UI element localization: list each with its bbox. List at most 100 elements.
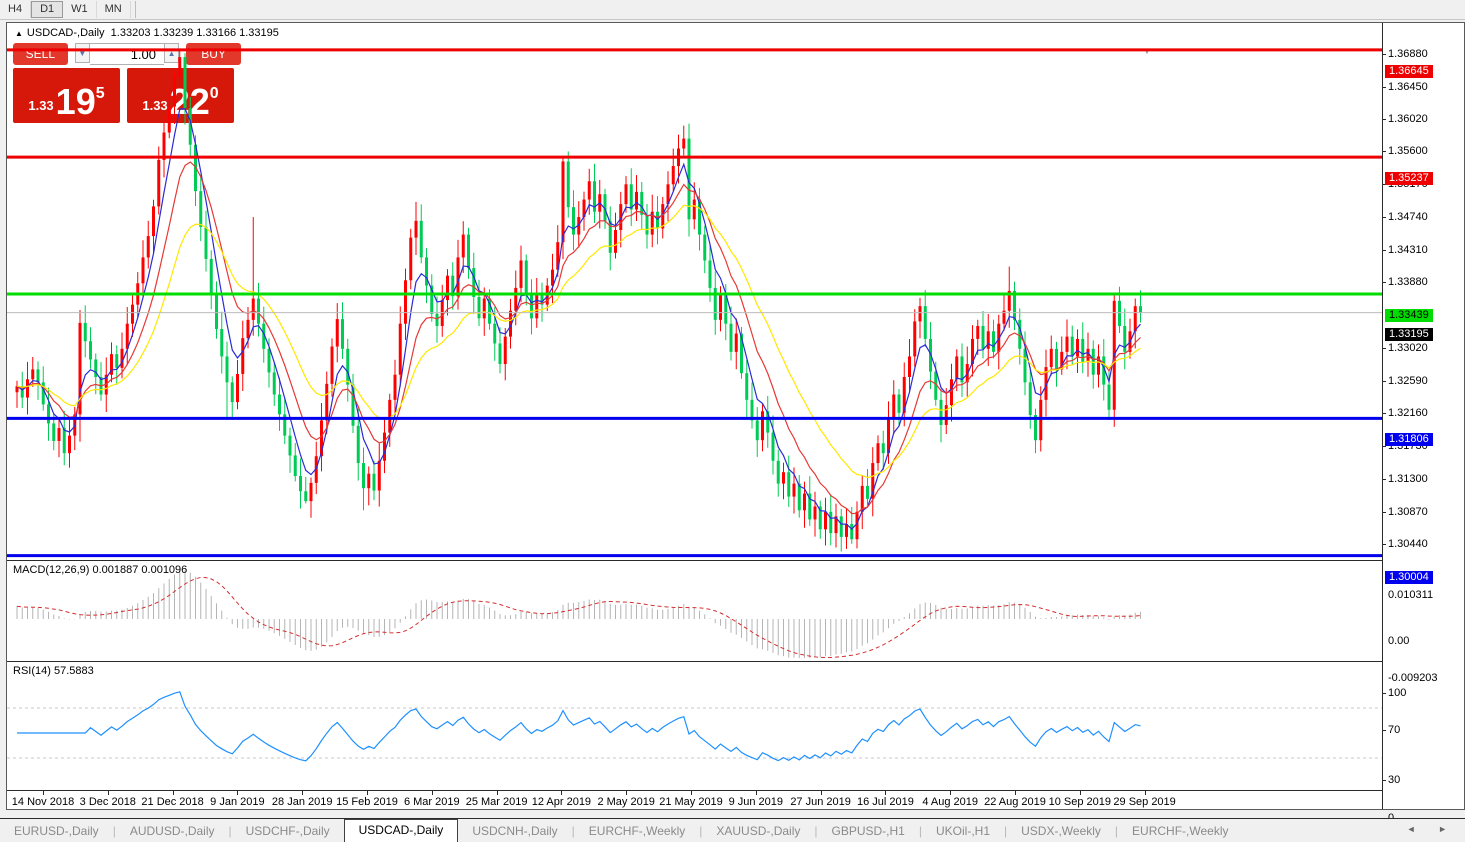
symbol-tab-bar: EURUSD-,Daily | AUDUSD-,Daily | USDCHF-,Dail… bbox=[0, 818, 1465, 842]
rsi-tick-mark bbox=[1382, 692, 1386, 694]
down-candle bbox=[304, 491, 308, 502]
volume-decrease-button[interactable]: ▼ bbox=[74, 43, 90, 63]
up-candle bbox=[845, 523, 848, 537]
up-candle bbox=[913, 321, 917, 357]
down-candle bbox=[204, 226, 208, 259]
down-candle bbox=[472, 268, 476, 298]
down-candle bbox=[1107, 384, 1111, 410]
buy-price-small: 1.33 bbox=[142, 98, 168, 113]
down-candle bbox=[372, 473, 376, 491]
tab-usdx-weekly[interactable]: USDX-,Weekly bbox=[1021, 824, 1101, 838]
up-candle bbox=[813, 506, 817, 520]
down-candle bbox=[897, 394, 901, 413]
down-candle bbox=[419, 220, 423, 258]
up-candle bbox=[1133, 306, 1137, 332]
down-candle bbox=[540, 295, 544, 305]
up-candle bbox=[887, 418, 890, 454]
date-tick-mark bbox=[626, 791, 628, 795]
timeframe-button-mn[interactable]: MN bbox=[97, 1, 131, 18]
rsi-axis-label: 70 bbox=[1388, 724, 1401, 736]
up-candle bbox=[950, 379, 953, 406]
down-candle bbox=[425, 257, 428, 286]
ma-mid-line bbox=[16, 161, 1141, 515]
tab-audusd-daily[interactable]: AUDUSD-,Daily bbox=[129, 824, 215, 838]
date-tick-mark bbox=[43, 791, 44, 795]
down-candle bbox=[89, 341, 92, 360]
tab-ukoil-h1[interactable]: UKOil-,H1 bbox=[935, 824, 990, 838]
price-tick-label: 1.35600 bbox=[1388, 145, 1428, 158]
down-candle bbox=[530, 293, 533, 319]
down-candle bbox=[47, 404, 50, 424]
rsi-canvas[interactable] bbox=[7, 662, 1382, 790]
price-tick-mark bbox=[1382, 53, 1386, 55]
down-candle bbox=[1091, 348, 1095, 375]
up-candle bbox=[719, 295, 722, 320]
date-tick-mark bbox=[820, 791, 822, 795]
price-level-badge: 1.36645 bbox=[1385, 64, 1433, 78]
down-candle bbox=[740, 333, 743, 374]
tab-xauusd-daily[interactable]: XAUUSD-,Daily bbox=[716, 824, 801, 838]
timeframe-button-h4[interactable]: H4 bbox=[0, 1, 32, 18]
down-candle bbox=[755, 420, 759, 441]
down-candle bbox=[1139, 306, 1142, 313]
price-tick-label: 1.34740 bbox=[1388, 210, 1428, 223]
current-price-badge: 1.33195 bbox=[1385, 327, 1433, 341]
up-candle bbox=[414, 220, 418, 238]
down-candle bbox=[1023, 348, 1027, 383]
up-candle bbox=[388, 399, 392, 433]
up-candle bbox=[146, 236, 150, 258]
tab-gbpusd-h1[interactable]: GBPUSD-,H1 bbox=[831, 824, 905, 838]
tab-usdcad-daily[interactable]: USDCAD-,Daily bbox=[343, 819, 459, 842]
up-candle bbox=[335, 319, 339, 347]
chart-title: ▲ USDCAD-,Daily 1.33203 1.33239 1.33166 1… bbox=[15, 27, 279, 39]
up-candle bbox=[1002, 310, 1006, 324]
down-candle bbox=[435, 313, 439, 326]
down-candle bbox=[572, 207, 575, 235]
up-candle bbox=[383, 432, 386, 461]
up-candle bbox=[635, 191, 638, 210]
tab-separator: | bbox=[228, 824, 232, 838]
up-candle bbox=[1039, 399, 1043, 441]
tab-eurchf-weekly[interactable]: EURCHF-,Weekly bbox=[1132, 824, 1229, 838]
tab-eurchf-weekly[interactable]: EURCHF-,Weekly bbox=[588, 824, 686, 838]
date-label: 9 Jun 2019 bbox=[728, 796, 784, 808]
sell-price-box[interactable]: 1.33 19 5 bbox=[13, 68, 120, 123]
price-tick-mark bbox=[1382, 216, 1386, 218]
up-candle bbox=[236, 373, 239, 403]
down-candle bbox=[776, 460, 780, 484]
down-candle bbox=[866, 485, 869, 499]
up-candle bbox=[131, 304, 134, 324]
up-candle bbox=[367, 473, 371, 489]
price-tick-mark bbox=[1382, 119, 1386, 121]
up-candle bbox=[734, 333, 738, 352]
up-candle bbox=[1044, 367, 1048, 400]
up-candle bbox=[152, 206, 155, 237]
down-candle bbox=[703, 234, 707, 261]
date-tick-mark bbox=[885, 791, 887, 795]
down-candle bbox=[83, 322, 87, 342]
price-level-badge: 1.31806 bbox=[1385, 433, 1433, 447]
up-candle bbox=[456, 257, 460, 297]
volume-increase-button[interactable]: ▲ bbox=[164, 43, 180, 63]
timeframe-button-d1[interactable]: D1 bbox=[31, 1, 64, 18]
tab-usdcnh-daily[interactable]: USDCNH-,Daily bbox=[472, 824, 558, 838]
date-label: 21 May 2019 bbox=[659, 796, 723, 808]
macd-canvas[interactable] bbox=[7, 561, 1382, 660]
tab-usdchf-daily[interactable]: USDCHF-,Daily bbox=[245, 824, 330, 838]
up-candle bbox=[824, 511, 827, 530]
tab-eurusd-daily[interactable]: EURUSD-,Daily bbox=[14, 824, 99, 838]
up-candle bbox=[241, 338, 245, 374]
date-tick-mark bbox=[755, 791, 757, 795]
up-candle bbox=[692, 199, 696, 220]
date-tick-mark bbox=[302, 791, 304, 795]
down-candle bbox=[1028, 382, 1032, 416]
tab-scroll-arrows[interactable]: ◄ ► bbox=[1406, 824, 1457, 834]
up-candle bbox=[251, 298, 255, 320]
up-candle bbox=[792, 483, 796, 497]
price-chart-canvas[interactable] bbox=[7, 23, 1382, 559]
date-tick-mark bbox=[172, 791, 174, 795]
collapse-triangle-icon[interactable]: ▲ bbox=[15, 29, 23, 38]
up-candle bbox=[682, 138, 686, 149]
date-tick-mark bbox=[1144, 791, 1146, 795]
timeframe-button-w1[interactable]: W1 bbox=[63, 1, 97, 18]
